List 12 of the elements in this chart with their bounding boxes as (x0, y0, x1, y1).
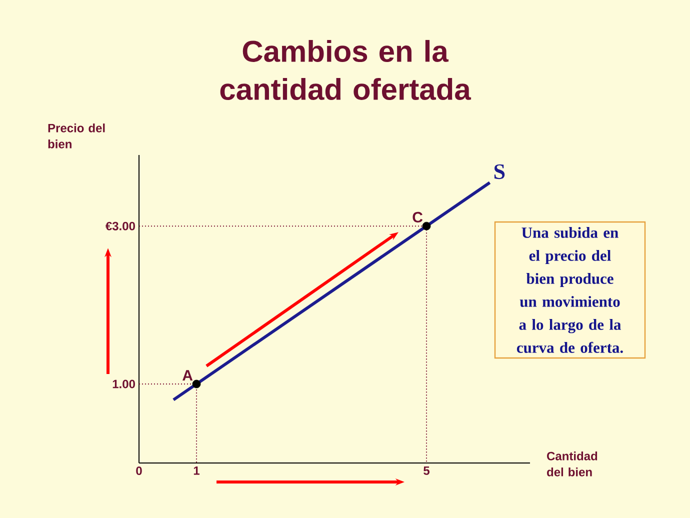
series-label: S (494, 164, 505, 180)
x-tick-label: 5 (424, 466, 430, 475)
y-axis-title: Precio del bien (48, 124, 105, 148)
y-tick-label: 1.00 (112, 380, 135, 388)
x-axis-title: Cantidad del bien (547, 452, 598, 476)
annotation: A (182, 370, 193, 380)
x-tick-label: 1 (194, 466, 200, 475)
y-tick-label: €3.00 (106, 222, 135, 230)
annotation: C (412, 212, 423, 223)
chart-title: Cambios en la cantidad ofertada (220, 40, 472, 100)
x-tick-label: 0 (136, 466, 142, 476)
annotation: Una subida en el precio del bien produce un movimiento a lo largo de la curva de oferta. (516, 226, 623, 353)
